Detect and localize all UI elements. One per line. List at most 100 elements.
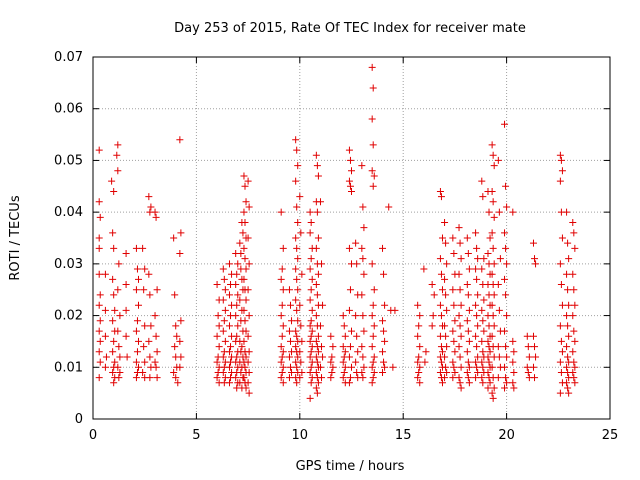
- data-point: [570, 229, 578, 237]
- data-points: [95, 63, 579, 402]
- data-point: [244, 379, 252, 387]
- data-point: [327, 332, 335, 340]
- data-point: [569, 218, 577, 226]
- data-point: [501, 275, 509, 283]
- data-point: [463, 368, 471, 376]
- data-point: [489, 394, 497, 402]
- y-axis-ticks: 0 0.01 0.02 0.03 0.04 0.05 0.06 0.07: [54, 50, 610, 427]
- data-point: [420, 265, 428, 273]
- data-point: [244, 234, 252, 242]
- data-point: [463, 317, 471, 325]
- data-point: [478, 358, 486, 366]
- data-point: [277, 374, 285, 382]
- data-point: [486, 379, 494, 387]
- data-point: [346, 156, 354, 164]
- data-point: [563, 343, 571, 351]
- data-point: [241, 182, 249, 190]
- data-point: [277, 275, 285, 283]
- data-point: [501, 327, 509, 335]
- data-point: [298, 368, 306, 376]
- data-point: [557, 281, 565, 289]
- data-point: [244, 332, 252, 340]
- data-point: [242, 384, 250, 392]
- data-point: [339, 374, 347, 382]
- data-point: [95, 327, 103, 335]
- data-point: [285, 286, 293, 294]
- data-point: [307, 332, 315, 340]
- data-point: [368, 363, 376, 371]
- data-point: [234, 260, 242, 268]
- data-point: [563, 312, 571, 320]
- data-point: [488, 187, 496, 195]
- data-point: [348, 327, 355, 335]
- data-point: [502, 291, 510, 299]
- data-point: [488, 332, 496, 340]
- data-point: [233, 301, 241, 309]
- y-axis-label: ROTI / TECUs: [8, 195, 23, 280]
- data-point: [457, 255, 465, 263]
- data-point: [488, 389, 496, 397]
- data-point: [293, 332, 301, 340]
- data-point: [308, 275, 316, 283]
- data-point: [472, 358, 480, 366]
- x-tick-label: 25: [602, 428, 619, 443]
- data-point: [327, 374, 335, 382]
- data-point: [457, 301, 465, 309]
- data-point: [441, 374, 449, 382]
- data-point: [139, 244, 147, 252]
- data-point: [531, 374, 539, 382]
- data-point: [122, 281, 130, 289]
- data-point: [296, 301, 304, 309]
- data-point: [571, 244, 579, 252]
- data-point: [134, 301, 142, 309]
- data-point: [428, 281, 436, 289]
- data-point: [381, 337, 389, 345]
- data-point: [564, 353, 572, 361]
- data-point: [486, 348, 494, 356]
- data-point: [369, 358, 377, 366]
- data-point: [438, 234, 446, 242]
- data-point: [225, 260, 233, 268]
- data-point: [369, 182, 377, 190]
- data-point: [456, 286, 464, 294]
- data-point: [170, 368, 178, 376]
- data-point: [443, 368, 451, 376]
- data-point: [232, 374, 240, 382]
- data-point: [292, 327, 300, 335]
- data-point: [312, 337, 320, 345]
- data-point: [441, 322, 449, 330]
- x-tick-label: 20: [498, 428, 515, 443]
- data-point: [345, 244, 353, 252]
- data-point: [95, 146, 103, 154]
- data-point: [523, 332, 531, 340]
- data-point: [242, 327, 250, 335]
- data-point: [478, 337, 486, 345]
- data-point: [472, 229, 480, 237]
- data-point: [449, 358, 457, 366]
- data-point: [529, 332, 537, 340]
- data-point: [145, 337, 153, 345]
- data-point: [152, 332, 160, 340]
- data-point: [490, 291, 498, 299]
- data-point: [442, 291, 450, 299]
- data-point: [132, 358, 140, 366]
- data-point: [306, 368, 314, 376]
- data-point: [95, 301, 103, 309]
- data-point: [368, 115, 376, 123]
- data-point: [292, 343, 300, 351]
- data-point: [415, 322, 423, 330]
- data-point: [341, 348, 349, 356]
- data-point: [95, 198, 103, 206]
- data-point: [306, 265, 314, 273]
- data-point: [489, 151, 497, 159]
- data-point: [495, 353, 503, 361]
- data-point: [329, 343, 337, 351]
- data-point: [345, 177, 353, 185]
- data-point: [346, 343, 354, 351]
- data-point: [464, 327, 472, 335]
- data-point: [215, 322, 223, 330]
- data-point: [556, 322, 564, 330]
- data-point: [297, 322, 305, 330]
- y-tick-label: 0: [75, 412, 83, 427]
- data-point: [359, 374, 367, 382]
